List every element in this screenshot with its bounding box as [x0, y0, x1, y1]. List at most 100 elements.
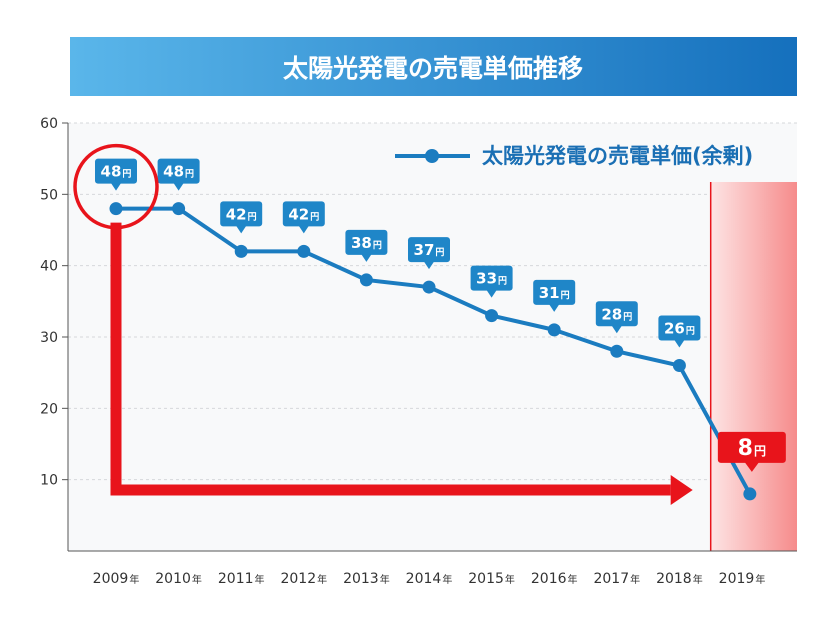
data-label-pointer [549, 304, 560, 312]
data-label-text: 31円 [539, 284, 570, 302]
x-tick-label: 2009年 [93, 571, 140, 587]
x-tick-unit: 年 [317, 573, 327, 586]
x-tick-year: 2013 [343, 571, 379, 587]
x-tick-year: 2017 [593, 571, 629, 587]
highlight-arrow [110, 222, 693, 505]
data-label-text: 38円 [351, 234, 382, 252]
data-label: 38円 [345, 229, 388, 262]
data-label-pointer [424, 261, 434, 270]
data-label-value: 37 [414, 241, 435, 259]
chart-title: 太陽光発電の売電単価推移 [283, 54, 583, 83]
data-label: 33円 [470, 265, 513, 298]
data-label-text: 8円 [738, 436, 766, 461]
x-tick-unit: 年 [129, 573, 139, 586]
data-label-unit: 円 [561, 290, 570, 301]
x-tick-unit: 年 [505, 573, 515, 586]
title-banner [70, 37, 797, 96]
legend-label: 太陽光発電の売電単価(余剰) [482, 144, 753, 168]
x-tick-year: 2010 [155, 571, 191, 587]
data-point [109, 202, 123, 216]
data-label-pointer [236, 225, 247, 234]
data-label: 28円 [595, 301, 638, 334]
data-label-value: 42 [226, 205, 247, 223]
x-tick-unit: 年 [192, 573, 202, 586]
highlight-arrow-head [670, 475, 693, 505]
data-point [234, 244, 248, 258]
data-label-unit: 円 [122, 169, 131, 180]
data-label-unit: 円 [435, 247, 444, 258]
data-label-unit: 円 [754, 444, 766, 458]
data-point [359, 273, 373, 287]
data-label: 48円 [95, 158, 137, 191]
y-tick-label: 40 [40, 259, 58, 275]
data-label-pointer [111, 183, 121, 191]
data-label-unit: 円 [373, 240, 382, 251]
x-tick-unit: 年 [568, 573, 578, 586]
data-label-box [717, 431, 786, 463]
x-tick-year: 2011 [218, 571, 254, 587]
data-label-pointer [298, 225, 309, 234]
x-tick-label: 2011年 [218, 571, 265, 587]
data-label-box [595, 301, 638, 327]
data-label-unit: 円 [310, 211, 319, 222]
x-tick-year: 2015 [468, 571, 504, 587]
data-label-text: 33円 [476, 270, 507, 288]
x-tick-unit: 年 [442, 573, 452, 586]
data-label-box [95, 158, 137, 184]
data-label-value: 48 [163, 163, 184, 181]
highlight-data-label: 8円 [717, 431, 786, 472]
data-label-value: 8 [738, 436, 753, 461]
x-tick-label: 2014年 [406, 571, 453, 587]
data-label: 26円 [658, 315, 701, 348]
data-label: 42円 [282, 201, 325, 234]
y-axis-ticks: 10 20 30 40 50 60 [40, 116, 68, 489]
x-tick-label: 2019年 [719, 571, 766, 587]
x-tick-label: 2013年 [343, 571, 390, 587]
x-tick-unit: 年 [255, 573, 265, 586]
data-point [610, 344, 624, 358]
data-label-text: 42円 [288, 205, 319, 223]
y-tick-label: 60 [40, 116, 58, 132]
data-label-unit: 円 [686, 326, 695, 337]
data-point [172, 202, 186, 216]
data-label-value: 42 [288, 205, 309, 223]
data-label-value: 31 [539, 284, 560, 302]
data-label-text: 37円 [414, 241, 445, 259]
x-tick-label: 2016年 [531, 571, 578, 587]
data-point [743, 487, 757, 501]
data-label-box [282, 201, 325, 227]
x-axis-ticks: 2009年 2010年 2011年 2012年 2013年 2014年 2015年 2016年… [93, 571, 766, 587]
data-point [422, 280, 436, 294]
x-tick-year: 2018 [656, 571, 692, 587]
data-label-unit: 円 [498, 276, 507, 287]
data-label-value: 38 [351, 234, 372, 252]
data-label-pointer [744, 462, 759, 472]
x-tick-year: 2009 [93, 571, 129, 587]
legend-marker [425, 149, 439, 163]
data-label-text: 48円 [163, 163, 194, 181]
data-label-box [157, 158, 200, 184]
x-tick-unit: 年 [380, 573, 390, 586]
data-label-pointer [486, 290, 497, 298]
x-tick-label: 2010年 [155, 571, 202, 587]
x-tick-unit: 年 [755, 573, 765, 586]
legend: 太陽光発電の売電単価(余剰) [395, 144, 753, 168]
data-label-unit: 円 [248, 211, 257, 222]
x-tick-year: 2019 [719, 571, 755, 587]
data-label-pointer [674, 340, 685, 348]
data-label-text: 28円 [601, 305, 632, 323]
highlight-arrow-shaft [110, 222, 671, 496]
y-tick-label: 30 [40, 330, 58, 346]
data-label-value: 48 [101, 163, 122, 181]
x-tick-unit: 年 [693, 573, 703, 586]
data-label-unit: 円 [623, 311, 632, 322]
data-label: 37円 [408, 237, 450, 270]
data-label-pointer [173, 183, 184, 191]
data-label-box [408, 237, 450, 263]
data-point [485, 309, 499, 323]
data-label-text: 48円 [101, 163, 132, 181]
data-point [297, 244, 311, 258]
data-label: 31円 [533, 279, 576, 312]
x-tick-label: 2012年 [280, 571, 327, 587]
